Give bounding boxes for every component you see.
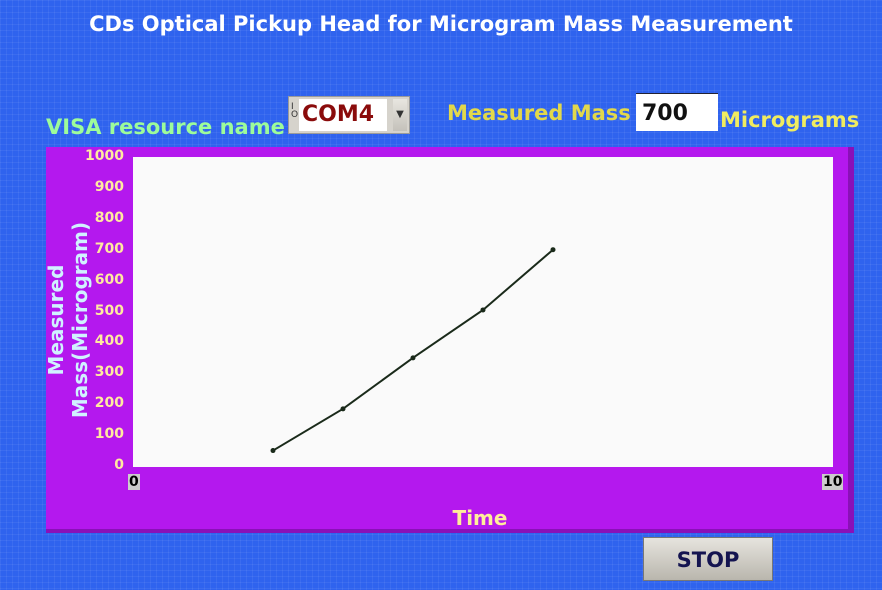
x-tick-max: 10 — [822, 474, 844, 490]
visa-resource-label: VISA resource name — [46, 115, 285, 139]
chevron-down-icon[interactable]: ▼ — [393, 99, 407, 131]
y-tick: 100 — [94, 426, 124, 443]
visa-resource-value[interactable]: COM4 — [299, 99, 387, 131]
y-tick: 1000 — [85, 148, 124, 164]
y-tick: 0 — [114, 457, 124, 473]
y-tick: 300 — [94, 364, 124, 381]
measured-mass-indicator: 700 — [636, 93, 718, 131]
measured-mass-unit: Micrograms — [720, 108, 860, 132]
stop-button[interactable]: STOP — [643, 537, 773, 581]
y-tick: 500 — [94, 302, 124, 319]
y-tick: 800 — [94, 209, 124, 226]
y-tick: 700 — [94, 240, 124, 257]
y-tick: 400 — [94, 333, 124, 350]
y-tick: 600 — [94, 271, 124, 288]
y-tick: 200 — [94, 395, 124, 412]
x-axis-label: Time — [452, 506, 508, 530]
page-title: CDs Optical Pickup Head for Microgram Ma… — [89, 12, 793, 36]
x-tick-min: 0 — [128, 474, 140, 490]
y-tick: 900 — [94, 178, 124, 195]
measured-mass-label: Measured Mass — [447, 101, 631, 125]
